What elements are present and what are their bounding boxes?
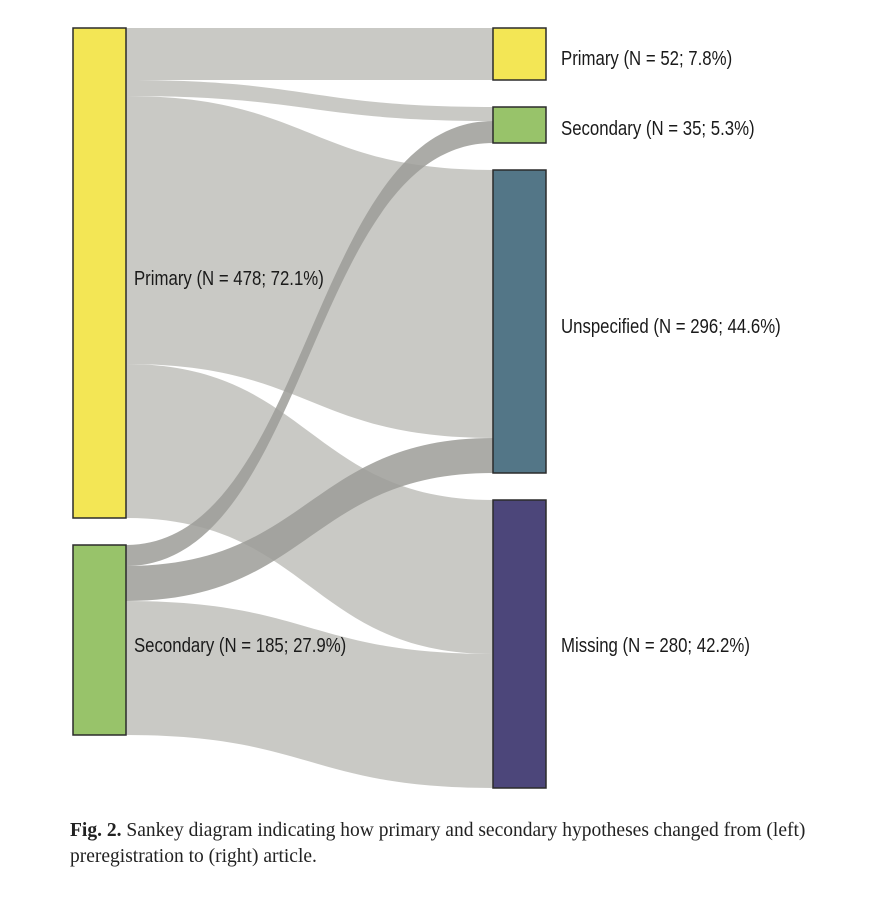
flow-secondary-to-secondary [126, 121, 493, 566]
flow-primary-to-secondary [126, 80, 493, 121]
nodes [72, 27, 547, 789]
flow-secondary-to-missing [126, 601, 493, 788]
label-right-secondary: Secondary (N = 35; 5.3%) [561, 117, 755, 140]
caption-text: Sankey diagram indicating how primary an… [70, 820, 806, 867]
node-right-secondary [492, 106, 547, 144]
flow-primary-to-primary [126, 28, 493, 80]
node-right-primary [492, 27, 547, 81]
label-right-unspecified: Unspecified (N = 296; 44.6%) [561, 315, 781, 338]
node-right-missing [492, 499, 547, 789]
node-right-unspecified [492, 169, 547, 474]
flows [126, 28, 493, 788]
sankey-diagram: Primary (N = 478; 72.1%) Secondary (N = … [72, 27, 781, 789]
flow-secondary-to-unspecified [126, 438, 493, 601]
label-left-secondary: Secondary (N = 185; 27.9%) [134, 634, 346, 657]
caption-label: Fig. 2. [70, 820, 122, 841]
node-left-primary [72, 27, 127, 519]
figure-caption: Fig. 2. Sankey diagram indicating how pr… [70, 818, 850, 870]
node-labels: Primary (N = 478; 72.1%) Secondary (N = … [134, 47, 781, 657]
label-right-missing: Missing (N = 280; 42.2%) [561, 634, 750, 657]
node-left-secondary [72, 544, 127, 736]
label-right-primary: Primary (N = 52; 7.8%) [561, 47, 732, 70]
label-left-primary: Primary (N = 478; 72.1%) [134, 267, 324, 290]
